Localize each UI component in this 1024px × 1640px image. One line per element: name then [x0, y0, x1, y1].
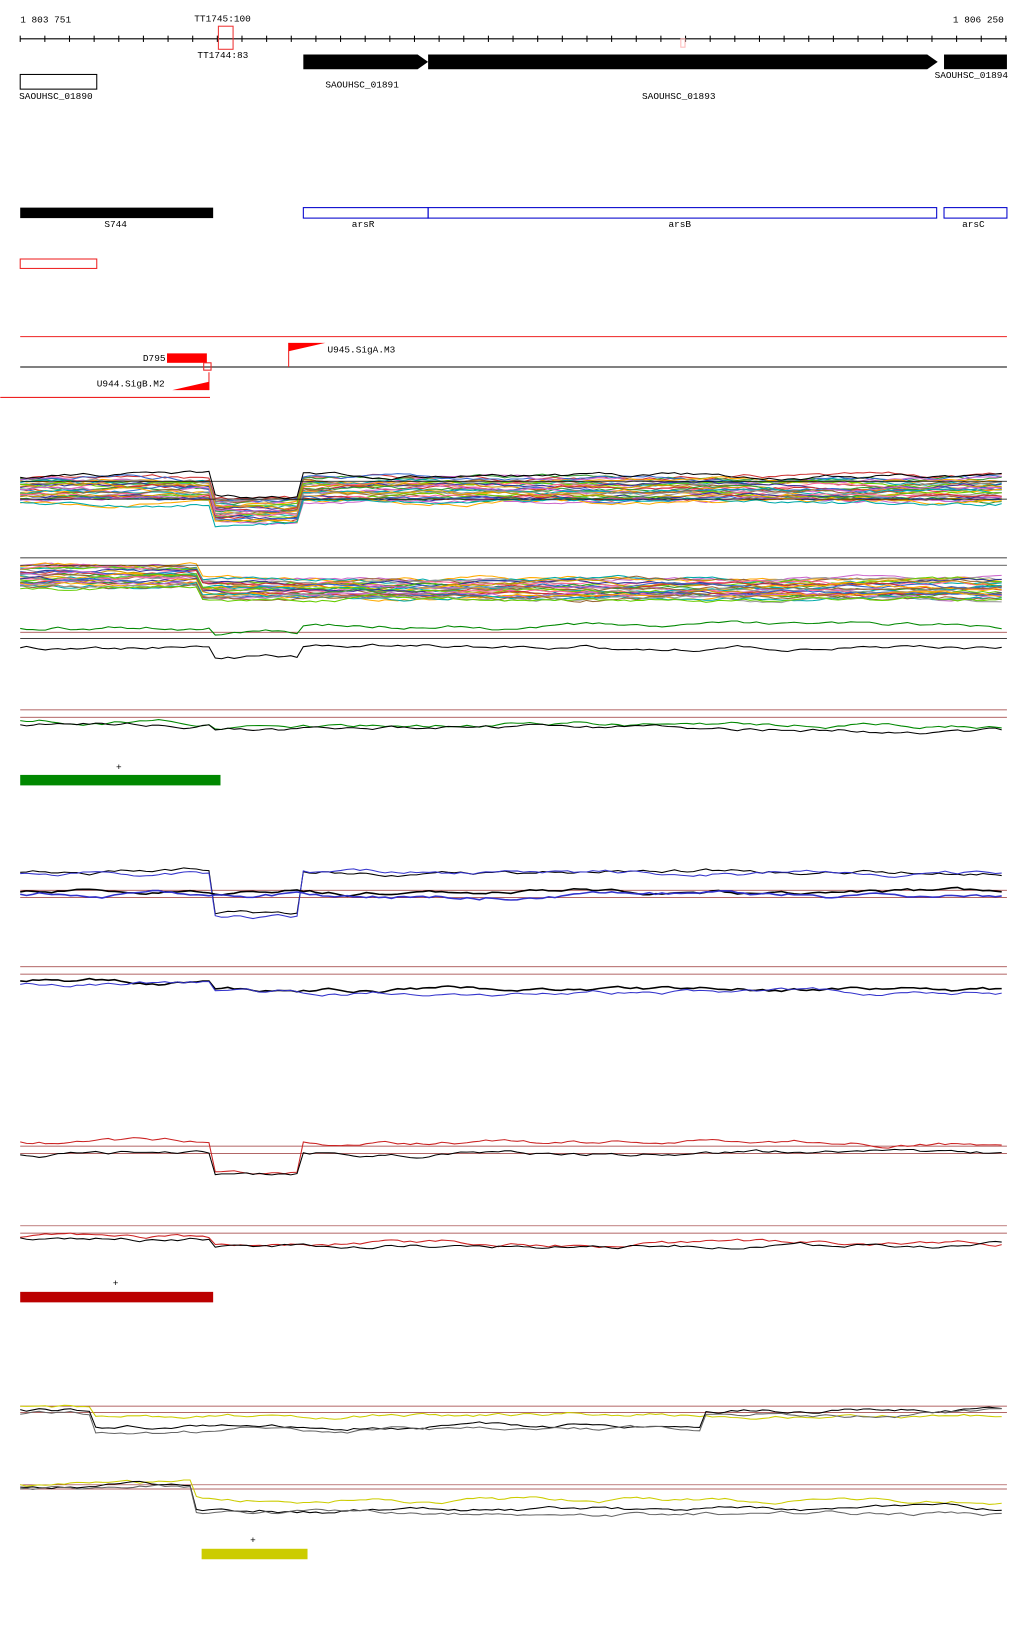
expression-trace: [20, 1408, 1002, 1435]
gene: [303, 54, 429, 70]
condition-bar: [20, 1291, 214, 1303]
expression-trace: [20, 478, 1002, 504]
axis-end: 1 806 250: [953, 14, 1004, 25]
promoter: [288, 342, 326, 352]
expression-trace: [20, 643, 1002, 660]
expression-trace: [20, 1237, 1002, 1250]
expression-trace: [20, 573, 1002, 593]
expression-trace: [20, 570, 1002, 591]
gene: [428, 54, 938, 70]
expression-trace: [20, 1406, 1002, 1432]
expression-trace: [20, 1484, 1002, 1518]
expression-trace: [20, 562, 1002, 583]
expression-trace: [20, 1148, 1002, 1176]
feature-label: arsB: [668, 219, 691, 230]
promoter-label: D795: [143, 353, 166, 364]
feature-label: S744: [104, 219, 127, 230]
promoter: [172, 381, 209, 391]
terminator-label: TT1744:83: [197, 50, 248, 61]
expression-trace: [20, 585, 1002, 603]
expression-trace: [20, 868, 1002, 920]
expression-trace: [20, 981, 1002, 997]
expression-trace: [20, 1480, 1002, 1514]
feature: [302, 207, 429, 219]
coordinate-axis: [19, 35, 1007, 42]
expression-trace: [20, 484, 1002, 515]
expression-trace: [20, 575, 1002, 598]
expression-trace: [20, 722, 1002, 735]
expression-tracks: [20, 470, 1007, 1518]
expression-trace: [20, 583, 1002, 603]
marker: +: [116, 762, 122, 773]
condition-bar: [201, 1548, 308, 1560]
expression-trace: [20, 719, 1002, 731]
terminator: [680, 38, 686, 48]
expression-trace: [20, 1479, 1002, 1505]
marker: +: [250, 1535, 256, 1546]
expression-trace: [20, 581, 1002, 602]
terminator-label: TT1745:100: [194, 13, 251, 24]
condition-bar: [20, 774, 221, 786]
feature: [943, 207, 1008, 219]
gene-label: SAOUHSC_01893: [642, 91, 716, 102]
gene-label: SAOUHSC_01890: [19, 91, 93, 102]
expression-trace: [20, 470, 1002, 500]
gene: [944, 54, 1007, 70]
expression-trace: [20, 889, 1002, 901]
axis-start: 1 803 751: [20, 14, 71, 25]
expression-trace: [20, 977, 1002, 994]
feature: [427, 207, 938, 219]
expression-trace: [20, 497, 1002, 528]
promoter: [203, 362, 212, 371]
promoter: [167, 353, 207, 363]
expression-trace: [20, 490, 1002, 519]
gene-label: SAOUHSC_01891: [325, 79, 399, 90]
expression-trace: [20, 1137, 1002, 1175]
terminator: [217, 25, 234, 50]
gene-label: SAOUHSC_01894: [935, 70, 1009, 81]
gene: [19, 73, 98, 90]
feature: [20, 207, 214, 219]
marker: +: [113, 1278, 119, 1289]
expression-trace: [20, 482, 1002, 510]
expression-trace: [20, 620, 1002, 636]
expression-trace: [20, 886, 1002, 898]
promoter-label: U944.SigB.M2: [97, 378, 165, 389]
promoter-label: U945.SigA.M3: [327, 345, 395, 356]
expression-trace: [20, 497, 1002, 524]
expression-trace: [20, 1232, 1002, 1249]
region: [19, 258, 98, 269]
feature-label: arsR: [352, 219, 375, 230]
feature-label: arsC: [962, 219, 985, 230]
